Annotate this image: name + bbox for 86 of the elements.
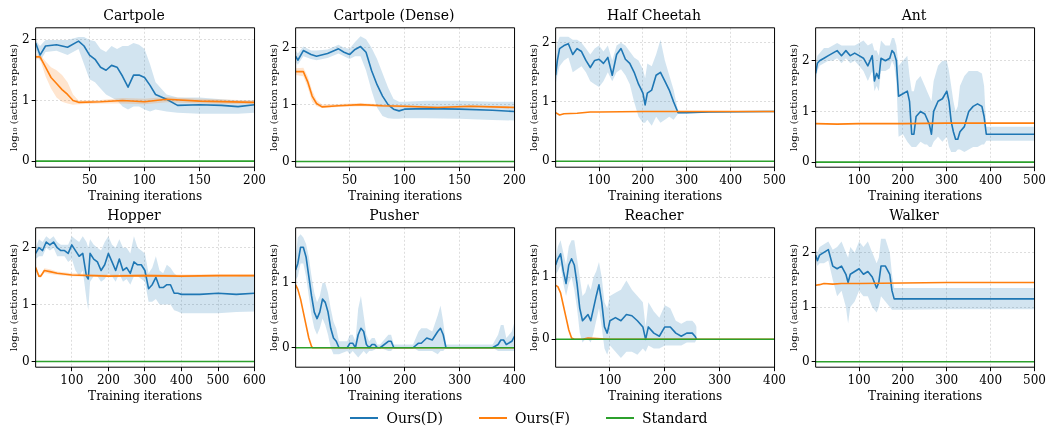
x-tick-label: 50 <box>341 172 358 187</box>
x-tick-label: 300 <box>448 372 472 387</box>
legend-label: Standard <box>642 410 708 426</box>
y-axis-title: log₁₀ (action repeats) <box>267 243 279 352</box>
x-tick-label: 500 <box>763 172 786 187</box>
legend-label: Ours(F) <box>514 410 570 426</box>
y-axis-title: log₁₀ (action repeats) <box>7 243 19 352</box>
chart-title: Half Cheetah <box>607 7 701 24</box>
chart-title: Pusher <box>369 207 420 224</box>
x-axis-title: Training iterations <box>348 188 463 203</box>
x-tick-label: 300 <box>708 372 732 387</box>
y-tick-label: 0 <box>801 353 810 368</box>
x-tick-label: 400 <box>979 172 1003 187</box>
x-tick-label: 400 <box>719 172 743 187</box>
x-tick-label: 100 <box>847 372 871 387</box>
y-tick-label: 0 <box>21 353 30 368</box>
x-tick-label: 300 <box>935 372 959 387</box>
x-tick-label: 200 <box>96 372 120 387</box>
y-tick-label: 2 <box>801 52 810 67</box>
y-axis-title: log₁₀ (action repeats) <box>267 43 279 152</box>
chart-title: Hopper <box>107 207 162 224</box>
y-tick-label: 0 <box>801 154 810 169</box>
x-tick-label: 400 <box>503 372 526 387</box>
chart-title: Cartpole (Dense) <box>333 7 455 24</box>
x-axis-title: Training iterations <box>348 388 463 403</box>
x-tick-label: 200 <box>243 172 266 187</box>
y-tick-label: 2 <box>21 239 30 254</box>
y-tick-label: 1 <box>541 269 550 284</box>
x-tick-label: 200 <box>653 372 677 387</box>
y-tick-label: 0 <box>541 331 550 346</box>
legend-label: Ours(D) <box>386 410 443 426</box>
x-axis-title: Training iterations <box>608 388 723 403</box>
x-tick-label: 100 <box>587 172 611 187</box>
chart-title: Cartpole <box>103 7 165 24</box>
x-tick-label: 100 <box>338 372 362 387</box>
chart-title: Reacher <box>624 207 684 224</box>
x-tick-label: 400 <box>979 372 1003 387</box>
y-tick-label: 2 <box>801 244 810 259</box>
y-tick-label: 1 <box>281 275 290 290</box>
x-axis-title: Training iterations <box>868 388 983 403</box>
y-tick-label: 2 <box>21 32 30 47</box>
x-tick-label: 100 <box>847 172 871 187</box>
y-axis-title: log₁₀ (action repeats) <box>527 243 539 352</box>
y-axis-title: log₁₀ (action repeats) <box>787 43 799 152</box>
x-axis-title: Training iterations <box>88 388 203 403</box>
x-tick-label: 300 <box>675 172 699 187</box>
y-tick-label: 1 <box>541 94 550 109</box>
x-tick-label: 400 <box>763 372 786 387</box>
x-tick-label: 100 <box>598 372 622 387</box>
y-tick-label: 1 <box>281 96 290 111</box>
y-tick-label: 1 <box>801 103 810 118</box>
x-tick-label: 300 <box>133 372 157 387</box>
y-tick-label: 0 <box>21 153 30 168</box>
x-tick-label: 500 <box>206 372 230 387</box>
y-axis-title: log₁₀ (action repeats) <box>527 43 539 152</box>
x-tick-label: 200 <box>891 372 915 387</box>
x-tick-label: 150 <box>188 172 211 187</box>
x-tick-label: 100 <box>60 372 84 387</box>
x-tick-label: 200 <box>631 172 655 187</box>
x-tick-label: 200 <box>393 372 417 387</box>
y-tick-label: 1 <box>801 299 810 314</box>
chart-title: Walker <box>889 207 940 224</box>
chart-title: Ant <box>900 7 927 24</box>
x-tick-label: 400 <box>170 372 193 387</box>
y-axis-title: log₁₀ (action repeats) <box>7 43 19 152</box>
x-tick-label: 150 <box>448 172 471 187</box>
y-axis-title: log₁₀ (action repeats) <box>787 243 799 352</box>
y-tick-label: 0 <box>281 153 290 168</box>
x-tick-label: 200 <box>891 172 915 187</box>
x-tick-label: 200 <box>503 172 526 187</box>
y-tick-label: 1 <box>21 92 30 107</box>
x-tick-label: 50 <box>81 172 98 187</box>
y-tick-label: 0 <box>541 153 550 168</box>
x-tick-label: 100 <box>133 172 156 187</box>
x-tick-label: 100 <box>393 172 416 187</box>
y-tick-label: 2 <box>541 34 550 49</box>
x-axis-title: Training iterations <box>608 188 723 203</box>
y-tick-label: 1 <box>21 296 30 311</box>
x-tick-label: 500 <box>1023 372 1046 387</box>
x-tick-label: 600 <box>243 372 266 387</box>
x-tick-label: 500 <box>1023 172 1046 187</box>
x-tick-label: 300 <box>935 172 959 187</box>
x-axis-title: Training iterations <box>88 188 203 203</box>
y-tick-label: 0 <box>281 339 290 354</box>
y-tick-label: 2 <box>281 39 290 54</box>
x-axis-title: Training iterations <box>868 188 983 203</box>
